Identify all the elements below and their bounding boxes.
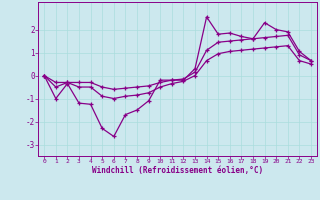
X-axis label: Windchill (Refroidissement éolien,°C): Windchill (Refroidissement éolien,°C) (92, 166, 263, 175)
